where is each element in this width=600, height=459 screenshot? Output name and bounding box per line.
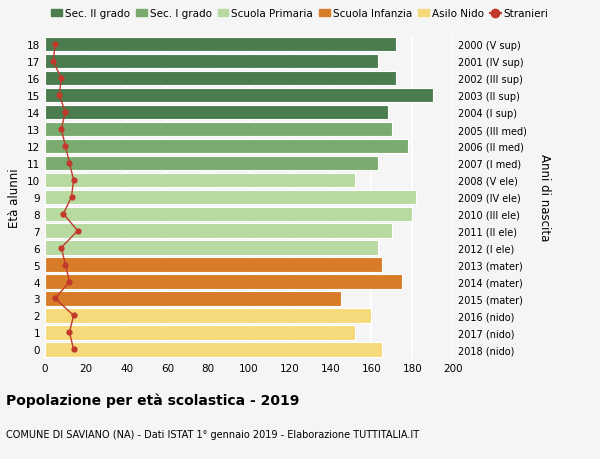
Bar: [45, 173, 355, 188]
Bar: [45, 241, 377, 255]
Bar: [45, 308, 371, 323]
Bar: [45, 72, 396, 86]
Text: COMUNE DI SAVIANO (NA) - Dati ISTAT 1° gennaio 2019 - Elaborazione TUTTITALIA.IT: COMUNE DI SAVIANO (NA) - Dati ISTAT 1° g…: [6, 429, 419, 439]
Legend: Sec. II grado, Sec. I grado, Scuola Primaria, Scuola Infanzia, Asilo Nido, Stran: Sec. II grado, Sec. I grado, Scuola Prim…: [47, 5, 553, 23]
Bar: [45, 325, 355, 340]
Bar: [45, 291, 341, 306]
Bar: [45, 55, 377, 69]
Bar: [45, 190, 416, 205]
Bar: [45, 258, 382, 272]
Bar: [45, 123, 392, 137]
Bar: [45, 140, 408, 154]
Bar: [45, 89, 433, 103]
Bar: [45, 106, 388, 120]
Bar: [45, 207, 412, 221]
Bar: [45, 275, 402, 289]
Bar: [45, 224, 392, 238]
Y-axis label: Anni di nascita: Anni di nascita: [538, 154, 551, 241]
Text: Popolazione per età scolastica - 2019: Popolazione per età scolastica - 2019: [6, 392, 299, 407]
Bar: [45, 157, 377, 171]
Bar: [45, 342, 382, 357]
Bar: [45, 38, 396, 52]
Y-axis label: Età alunni: Età alunni: [8, 168, 22, 227]
